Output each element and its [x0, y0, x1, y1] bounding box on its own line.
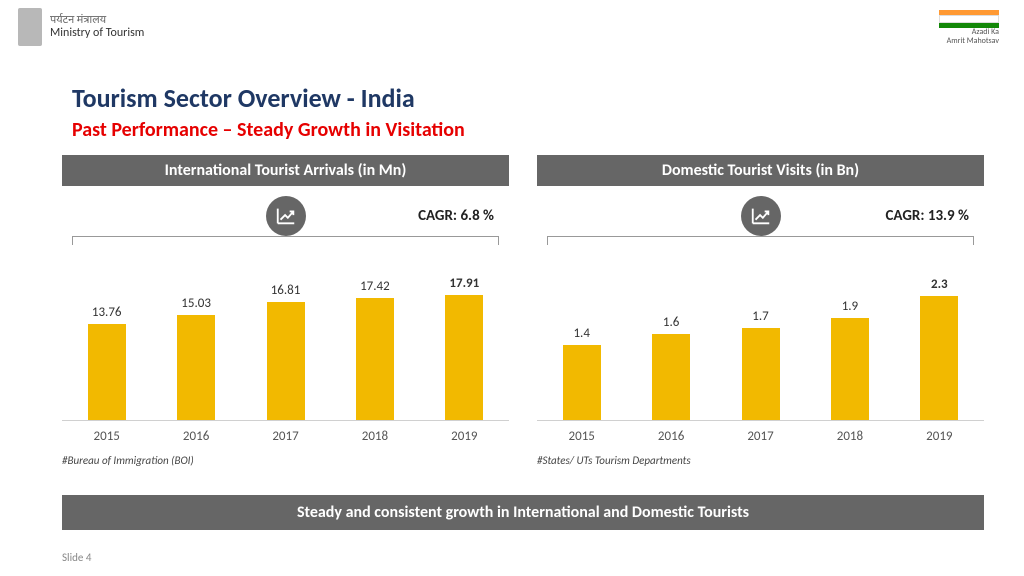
- bar: [177, 315, 215, 420]
- ministry-en: Ministry of Tourism: [50, 26, 144, 40]
- source-left: #Bureau of Immigration (BOI): [62, 454, 509, 467]
- bracket-icon: [72, 236, 499, 246]
- chart-left-top: CAGR: 6.8 %: [62, 194, 509, 238]
- bar-value-label: 16.81: [271, 283, 301, 298]
- bar-group: 17.42: [330, 279, 419, 420]
- chart-right: Domestic Tourist Visits (in Bn) CAGR: 13…: [537, 155, 984, 467]
- bar: [652, 334, 690, 420]
- bar: [831, 318, 869, 420]
- bars-right: 1.4 1.6 1.7 1.9 2.3: [537, 256, 984, 421]
- bar: [267, 302, 305, 420]
- bar: [742, 328, 780, 420]
- page-subtitle: Past Performance – Steady Growth in Visi…: [72, 118, 465, 142]
- bar-group: 2.3: [895, 277, 984, 420]
- bar-group: 17.91: [420, 276, 509, 420]
- x-category: 2016: [151, 429, 240, 444]
- bar-value-label: 1.7: [752, 309, 768, 324]
- source-right: #States/ UTs Tourism Departments: [537, 454, 984, 467]
- bar-value-label: 1.6: [663, 315, 679, 330]
- ministry-name: पर्यटन मंत्रालय Ministry of Tourism: [50, 13, 144, 41]
- bar-value-label: 17.91: [449, 276, 479, 291]
- x-category: 2017: [716, 429, 805, 444]
- bar-group: 1.9: [805, 299, 894, 420]
- growth-icon: [266, 196, 306, 236]
- bar: [88, 324, 126, 420]
- growth-icon: [741, 196, 781, 236]
- bar-group: 1.4: [537, 326, 626, 420]
- bar-group: 1.6: [626, 315, 715, 420]
- slide-number: Slide 4: [62, 551, 91, 564]
- azadi-logo: Azadi Ka Amrit Mahotsav: [939, 10, 999, 45]
- flag-icon: [939, 10, 999, 28]
- ministry-hi: पर्यटन मंत्रालय: [50, 13, 144, 26]
- x-category: 2019: [420, 429, 509, 444]
- bar: [920, 296, 958, 420]
- bar-value-label: 13.76: [92, 305, 122, 320]
- footer-bar: Steady and consistent growth in Internat…: [62, 495, 984, 530]
- xlabels-left: 20152016201720182019: [62, 429, 509, 444]
- bar-value-label: 2.3: [931, 277, 948, 292]
- x-category: 2016: [626, 429, 715, 444]
- page-title: Tourism Sector Overview - India: [72, 82, 415, 114]
- bar: [563, 345, 601, 420]
- bar-value-label: 1.9: [842, 299, 858, 314]
- ministry-header: पर्यटन मंत्रालय Ministry of Tourism: [18, 8, 144, 46]
- logo-line2: Amrit Mahotsav: [939, 37, 999, 46]
- bar-value-label: 17.42: [360, 279, 390, 294]
- x-category: 2017: [241, 429, 330, 444]
- bar-group: 13.76: [62, 305, 151, 420]
- x-category: 2015: [537, 429, 626, 444]
- chart-right-header: Domestic Tourist Visits (in Bn): [537, 155, 984, 186]
- chart-right-top: CAGR: 13.9 %: [537, 194, 984, 238]
- bar-value-label: 15.03: [181, 296, 211, 311]
- cagr-right: CAGR: 13.9 %: [885, 207, 969, 225]
- x-category: 2015: [62, 429, 151, 444]
- bracket-icon: [547, 236, 974, 246]
- bar-group: 1.7: [716, 309, 805, 420]
- bar: [356, 298, 394, 420]
- x-category: 2018: [330, 429, 419, 444]
- chart-left-header: International Tourist Arrivals (in Mn): [62, 155, 509, 186]
- chart-left: International Tourist Arrivals (in Mn) C…: [62, 155, 509, 467]
- bar-value-label: 1.4: [573, 326, 589, 341]
- x-category: 2018: [805, 429, 894, 444]
- bar: [445, 295, 483, 420]
- bars-left: 13.76 15.03 16.81 17.42 17.91: [62, 256, 509, 421]
- emblem-icon: [18, 8, 42, 46]
- bar-group: 16.81: [241, 283, 330, 420]
- chart-area: International Tourist Arrivals (in Mn) C…: [62, 155, 984, 467]
- xlabels-right: 20152016201720182019: [537, 429, 984, 444]
- bar-group: 15.03: [151, 296, 240, 420]
- cagr-left: CAGR: 6.8 %: [418, 207, 494, 225]
- x-category: 2019: [895, 429, 984, 444]
